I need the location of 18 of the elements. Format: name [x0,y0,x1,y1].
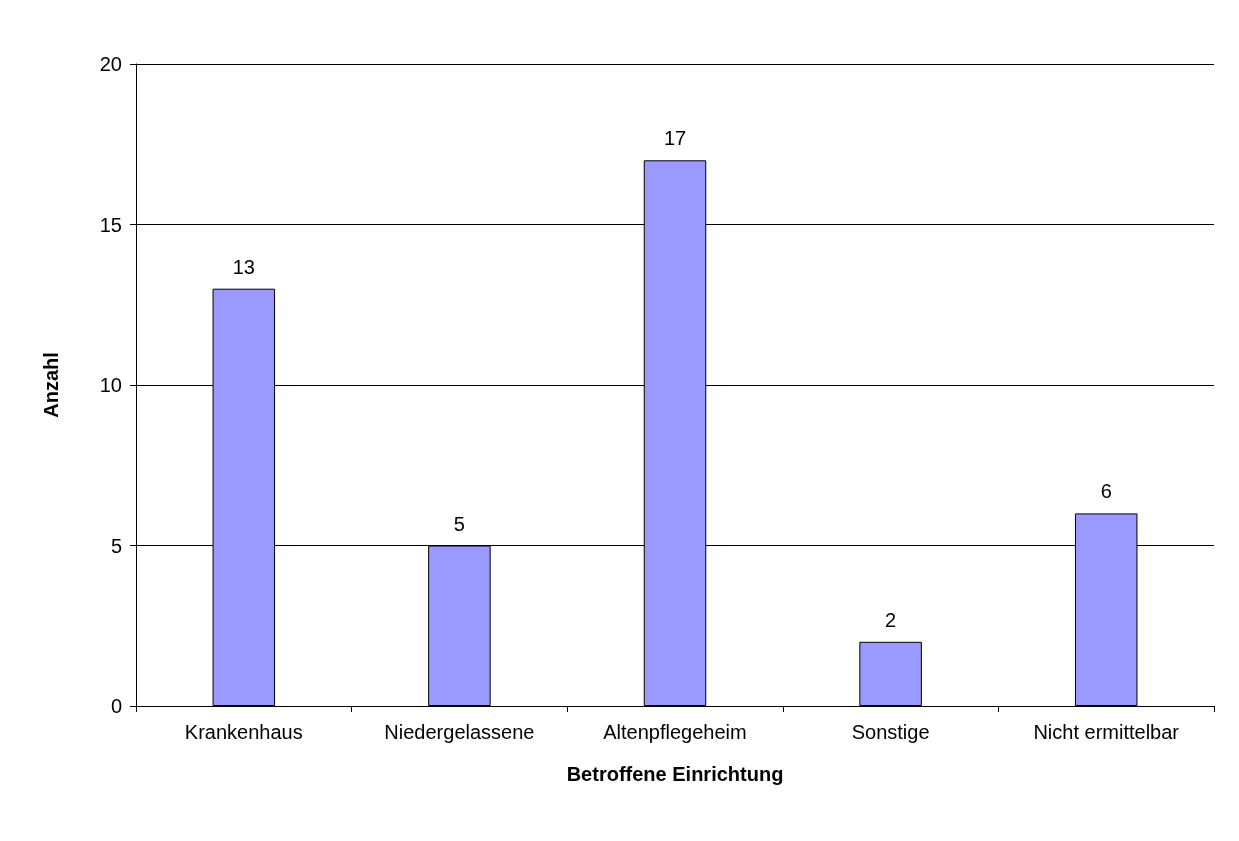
y-tick-label: 10 [99,374,122,396]
x-tick-label: Nicht ermittelbar [1033,721,1180,743]
data-label: 13 [232,255,255,278]
x-tick-label: Altenpflegeheim [603,721,747,743]
data-label: 17 [663,127,687,150]
y-tick-label: 0 [110,695,122,717]
x-tick-label: Sonstige [851,721,930,743]
data-label: 5 [453,512,465,535]
x-tick-label: Niedergelassene [384,721,535,743]
x-axis-title: Betroffene Einrichtung [566,763,784,785]
bar [859,641,922,706]
y-tick-label: 15 [99,213,122,236]
data-label: 6 [1100,480,1112,503]
x-tick-label: Krankenhaus [184,721,303,743]
y-tick-label: 5 [110,534,122,557]
data-label: 2 [885,608,897,631]
y-axis-title: Anzahl [40,352,62,418]
y-tick-label: 20 [99,53,122,75]
